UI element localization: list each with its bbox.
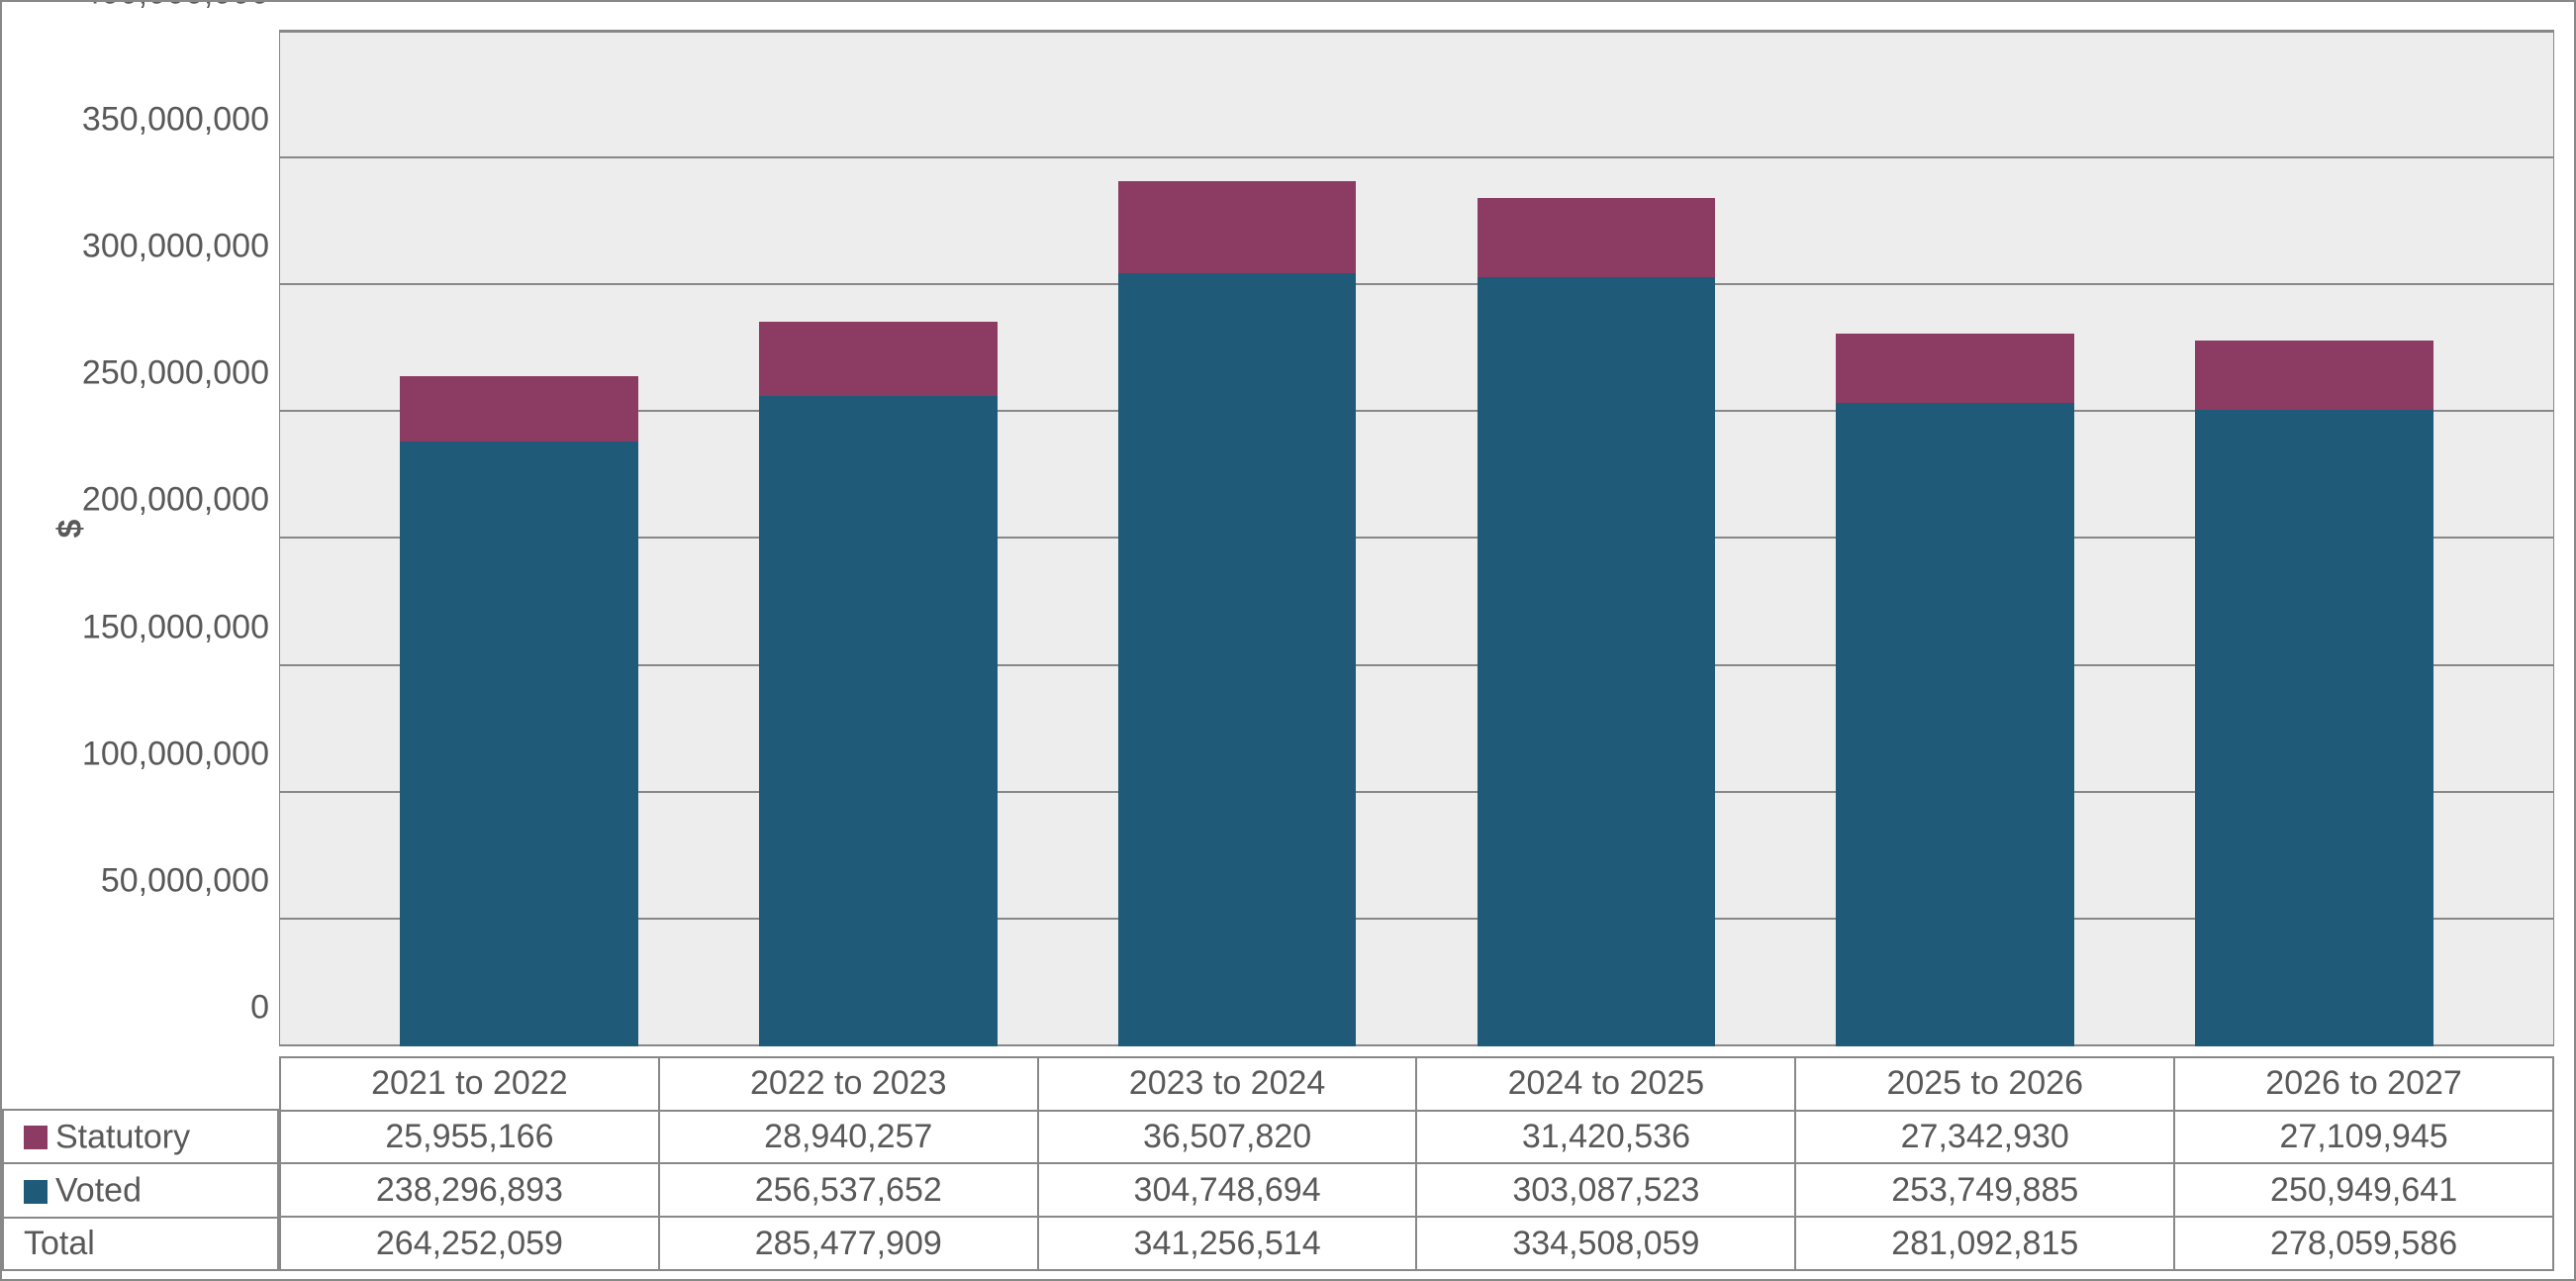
- bar-segment-statutory: [2195, 341, 2433, 409]
- row-header-cell: [3, 1057, 278, 1110]
- bar-segment-voted: [1118, 273, 1356, 1046]
- legend-label: Voted: [55, 1172, 142, 1210]
- bar-stack: [1478, 198, 1715, 1046]
- category-cell: 2022 to 2023: [659, 1057, 1038, 1111]
- y-tick-label: 250,000,000: [82, 354, 269, 393]
- y-axis-labels: 0 50,000,000 100,000,000 150,000,000 200,000…: [2, 2, 279, 1056]
- category-cell: 2023 to 2024: [1038, 1057, 1417, 1111]
- legend-cell: Statutory: [3, 1110, 278, 1164]
- data-table: 2021 to 20222022 to 20232023 to 20242024…: [279, 1056, 2554, 1271]
- data-cell: 281,092,815: [1795, 1217, 2174, 1270]
- chart-frame: $ 050,000,000100,000,000150,000,000200,0…: [2, 2, 2574, 1279]
- table-row: 25,955,16628,940,25736,507,82031,420,536…: [280, 1111, 2553, 1164]
- total-label-cell: Total: [3, 1218, 278, 1270]
- bar-group: [759, 322, 997, 1046]
- bar-segment-statutory: [1118, 181, 1356, 274]
- gridline: [279, 283, 2554, 285]
- data-cell: 253,749,885: [1795, 1163, 2174, 1217]
- row-header-blank: [3, 1057, 278, 1110]
- bar-stack: [759, 322, 997, 1046]
- category-cell: 2025 to 2026: [1795, 1057, 2174, 1111]
- row-header: Voted: [3, 1163, 278, 1218]
- data-cell: 36,507,820: [1038, 1111, 1417, 1164]
- bar-segment-voted: [2195, 410, 2433, 1046]
- bar-segment-statutory: [759, 322, 997, 395]
- data-cell: 341,256,514: [1038, 1217, 1417, 1270]
- row-header: Statutory: [3, 1110, 278, 1164]
- legend-swatch: [24, 1126, 48, 1149]
- bar-stack: [1118, 181, 1356, 1046]
- bar-segment-voted: [400, 442, 637, 1046]
- data-cell: 28,940,257: [659, 1111, 1038, 1164]
- bar-group: [2195, 341, 2433, 1046]
- data-cell: 250,949,641: [2174, 1163, 2553, 1217]
- table-header-row: 2021 to 20222022 to 20232023 to 20242024…: [280, 1057, 2553, 1111]
- table-row: 264,252,059285,477,909341,256,514334,508…: [280, 1217, 2553, 1270]
- category-cell: 2024 to 2025: [1416, 1057, 1795, 1111]
- y-tick-label: 200,000,000: [82, 481, 269, 520]
- bar-segment-voted: [759, 396, 997, 1046]
- bar-segment-statutory: [1836, 334, 2073, 403]
- bar-segment-statutory: [1478, 198, 1715, 278]
- y-tick-label: 400,000,000: [82, 0, 269, 13]
- y-tick-label: 350,000,000: [82, 101, 269, 140]
- bar-group: [1836, 334, 2073, 1046]
- category-cell: 2021 to 2022: [280, 1057, 659, 1111]
- y-tick-label: 0: [250, 988, 269, 1027]
- plot-area: [279, 32, 2554, 1046]
- data-cell: 264,252,059: [280, 1217, 659, 1270]
- row-header: Total: [3, 1218, 278, 1270]
- bar-segment-voted: [1836, 403, 2073, 1046]
- data-cell: 256,537,652: [659, 1163, 1038, 1217]
- row-header-spacer: Statutory Voted Total: [2, 1056, 279, 1271]
- category-cell: 2026 to 2027: [2174, 1057, 2553, 1111]
- data-cell: 238,296,893: [280, 1163, 659, 1217]
- bar-segment-voted: [1478, 277, 1715, 1046]
- bar-segment-statutory: [400, 376, 637, 443]
- legend-label: Statutory: [55, 1118, 190, 1155]
- data-cell: 278,059,586: [2174, 1217, 2553, 1270]
- table-row: 238,296,893256,537,652304,748,694303,087…: [280, 1163, 2553, 1217]
- gridline: [279, 156, 2554, 158]
- data-cell: 304,748,694: [1038, 1163, 1417, 1217]
- data-cell: 334,508,059: [1416, 1217, 1795, 1270]
- chart-container: $ 050,000,000100,000,000150,000,000200,0…: [0, 0, 2576, 1281]
- row-header-table: Statutory Voted Total: [2, 1056, 279, 1271]
- y-tick-label: 50,000,000: [101, 861, 269, 900]
- data-cell: 31,420,536: [1416, 1111, 1795, 1164]
- chart-upper: $ 050,000,000100,000,000150,000,000200,0…: [2, 2, 2574, 1056]
- y-tick-label: 100,000,000: [82, 735, 269, 773]
- legend-cell: Voted: [3, 1163, 278, 1218]
- bar-group: [1478, 198, 1715, 1046]
- data-cell: 303,087,523: [1416, 1163, 1795, 1217]
- data-table-wrap: Statutory Voted Total 2021 to 20222022 to …: [2, 1056, 2574, 1279]
- y-tick-label: 150,000,000: [82, 608, 269, 646]
- data-cell: 285,477,909: [659, 1217, 1038, 1270]
- bar-group: [1118, 181, 1356, 1046]
- data-cell: 27,342,930: [1795, 1111, 2174, 1164]
- legend-swatch: [24, 1180, 48, 1204]
- gridline: [279, 30, 2554, 32]
- y-tick-label: 300,000,000: [82, 228, 269, 266]
- bar-group: [400, 376, 637, 1046]
- bar-stack: [1836, 334, 2073, 1046]
- bar-stack: [2195, 341, 2433, 1046]
- bar-stack: [400, 376, 637, 1046]
- data-cell: 27,109,945: [2174, 1111, 2553, 1164]
- data-cell: 25,955,166: [280, 1111, 659, 1164]
